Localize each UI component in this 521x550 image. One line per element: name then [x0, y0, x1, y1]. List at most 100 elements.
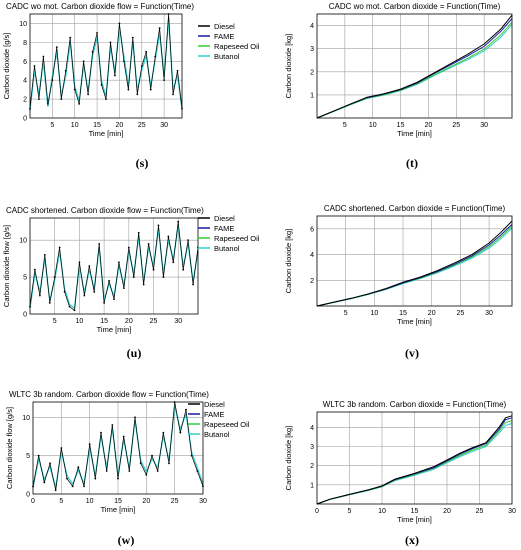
- data-point: [71, 485, 74, 488]
- data-point: [43, 481, 46, 484]
- data-point: [185, 408, 187, 411]
- x-tick-label: 25: [171, 498, 179, 505]
- data-point: [151, 454, 153, 457]
- caption-v: (v): [405, 346, 419, 360]
- y-tick-label: 1: [310, 482, 314, 489]
- data-point: [127, 246, 130, 249]
- x-tick-label: 25: [476, 508, 484, 515]
- y-tick-label: 2: [23, 97, 27, 104]
- data-point: [87, 93, 90, 96]
- x-tick-label: 10: [76, 318, 84, 325]
- data-point: [127, 88, 130, 91]
- x-tick-label: 5: [53, 318, 57, 325]
- data-point: [88, 265, 91, 267]
- data-point: [122, 435, 125, 438]
- data-point: [38, 98, 40, 100]
- data-point: [78, 102, 81, 105]
- data-point: [163, 79, 166, 82]
- chart-t: CADC wo mot. Carbon dioxide = Function(T…: [265, 0, 521, 138]
- data-point: [117, 477, 119, 480]
- data-point: [147, 242, 150, 245]
- data-point: [51, 79, 54, 82]
- legend-label: Butanol: [214, 52, 240, 61]
- data-point: [54, 489, 57, 492]
- data-point: [145, 50, 148, 53]
- data-point: [82, 60, 85, 63]
- plot-frame: [316, 215, 513, 307]
- series-line-rapeseed-oil: [316, 225, 513, 307]
- chart-title: WLTC 3b random. Carbon dioxide = Functio…: [323, 400, 507, 409]
- plot-frame: [316, 13, 513, 119]
- data-point: [63, 290, 66, 293]
- data-point: [122, 60, 125, 63]
- chart-u-svg: CADC shortened. Carbon dioxide flow = Fu…: [2, 206, 260, 334]
- data-point: [190, 454, 193, 457]
- data-point: [132, 276, 135, 278]
- data-point: [139, 462, 142, 465]
- data-point: [78, 261, 81, 264]
- data-point: [134, 416, 136, 419]
- y-tick-label: 4: [310, 23, 314, 30]
- x-tick-label: 0: [315, 508, 319, 515]
- chart-u: CADC shortened. Carbon dioxide flow = Fu…: [0, 190, 260, 335]
- data-point: [94, 477, 97, 480]
- data-point: [34, 268, 36, 271]
- chart-s: CADC wo mot. Carbon dioxide flow = Funct…: [0, 0, 260, 138]
- data-point: [103, 302, 106, 304]
- plot-frame: [316, 411, 513, 505]
- data-point: [162, 276, 165, 278]
- data-point: [58, 246, 61, 249]
- plot-frame: [29, 13, 183, 119]
- data-point: [111, 424, 114, 426]
- data-point: [179, 431, 182, 434]
- x-tick-label: 5: [50, 122, 54, 129]
- data-point: [96, 32, 98, 34]
- y-axis-label: Carbon dioxide flow [g/s]: [2, 225, 11, 307]
- data-point: [154, 55, 157, 58]
- legend-label: Rapeseed Oil: [214, 42, 260, 51]
- data-point: [49, 462, 51, 465]
- data-point: [182, 268, 185, 271]
- data-point: [145, 473, 148, 476]
- x-tick-label: 0: [31, 498, 35, 505]
- series-line-butanol: [316, 227, 513, 307]
- caption-s: (s): [135, 156, 149, 170]
- x-tick-label: 5: [59, 498, 63, 505]
- data-point: [105, 470, 108, 472]
- series-line-fame: [316, 224, 513, 307]
- series-line-butanol: [29, 225, 199, 310]
- data-point: [69, 36, 72, 39]
- data-point: [83, 294, 86, 297]
- data-point: [140, 65, 143, 67]
- chart-w: WLTC 3b random. Carbon dioxide flow = Fu…: [0, 388, 255, 523]
- x-tick-label: 15: [399, 310, 407, 317]
- data-point: [149, 88, 152, 91]
- y-axis-label: Carbon dioxide flow [g/s]: [5, 407, 14, 489]
- x-tick-label: 30: [485, 310, 493, 317]
- data-point: [77, 466, 80, 469]
- x-tick-label: 20: [116, 122, 124, 129]
- data-point: [100, 431, 102, 434]
- series-line-diesel: [316, 415, 513, 505]
- data-point: [60, 447, 63, 449]
- x-tick-label: 5: [348, 508, 352, 515]
- data-point: [68, 305, 71, 308]
- data-point: [172, 261, 175, 264]
- series-line-diesel: [316, 14, 513, 119]
- data-point: [46, 102, 49, 105]
- grid: [317, 412, 512, 504]
- y-tick-label: 0: [23, 116, 27, 123]
- data-point: [64, 69, 67, 72]
- data-point: [43, 254, 46, 256]
- y-axis-label: Carbon dioxide [g/s]: [2, 33, 11, 100]
- x-tick-label: 10: [370, 310, 378, 317]
- y-axis-label: Carbon dioxide [kg]: [284, 229, 293, 294]
- caption-u: (u): [126, 346, 142, 360]
- x-axis-label: Time [min]: [97, 325, 132, 334]
- caption-x: (x): [405, 533, 419, 547]
- series-line-diesel: [316, 220, 513, 307]
- data-point: [37, 454, 40, 457]
- data-point: [137, 231, 140, 234]
- chart-s-svg: CADC wo mot. Carbon dioxide flow = Funct…: [2, 2, 260, 138]
